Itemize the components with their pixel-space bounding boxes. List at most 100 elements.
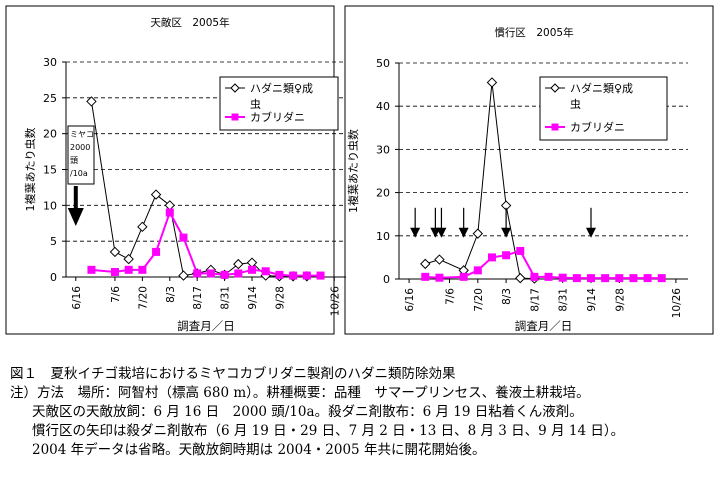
x-tick-label: 7/6 (110, 286, 122, 303)
y-axis-label: 1複葉あたり虫数 (346, 129, 360, 213)
data-point-square (248, 265, 257, 274)
data-point-diamond (420, 258, 431, 270)
y-tick-label: 0 (50, 271, 57, 284)
data-point-square (275, 270, 284, 279)
y-tick-label: 50 (376, 57, 390, 70)
data-point-diamond (233, 258, 244, 270)
annotation-text: 2000 (70, 143, 90, 152)
data-point-square (87, 265, 96, 274)
data-point-square (435, 273, 444, 282)
chart-title: 慣行区 2005年 (494, 26, 573, 39)
y-axis-label: 1複葉あたり虫数 (23, 128, 37, 212)
y-tick-label: 5 (50, 235, 57, 248)
x-tick-label: 8/17 (192, 286, 204, 310)
data-point-square (138, 265, 147, 274)
data-point-square (179, 233, 188, 242)
series-line-1 (90, 101, 307, 277)
data-point-diamond (109, 246, 121, 258)
figure-caption-title: 図１ 夏秋イチゴ栽培におけるミヤコカブリダニ製剤のハダニ類防除効果 (10, 366, 456, 382)
legend-marker-diamond (550, 83, 560, 93)
legend-marker-square (551, 123, 559, 131)
spray-arrow (501, 207, 512, 238)
x-tick-label: 8/3 (501, 288, 513, 305)
y-tick-label: 10 (43, 199, 57, 212)
data-point-square (516, 246, 525, 255)
legend-label: 虫 (250, 98, 261, 111)
figure-caption-release: 天敵区の天敵放飼：6 月 16 日 2000 頭/10a。殺ダニ剤散布：6 月 … (32, 404, 583, 420)
chart-title: 天敵区 2005年 (150, 16, 229, 29)
y-tick-label: 20 (376, 187, 390, 200)
y-tick-label: 0 (383, 273, 390, 286)
x-tick-label: 8/3 (165, 286, 177, 303)
x-tick-label: 9/14 (247, 286, 259, 310)
x-tick-label: 8/17 (529, 288, 541, 312)
data-point-square (586, 274, 595, 283)
data-point-square (124, 265, 133, 274)
x-tick-label: 6/16 (404, 288, 416, 312)
data-point-square (289, 271, 298, 280)
x-axis-label: 調査月／日 (515, 319, 573, 333)
x-tick-label: 9/14 (586, 288, 598, 312)
annotation-text: /10a (70, 169, 88, 178)
data-point-square (302, 271, 311, 280)
data-point-diamond (434, 254, 445, 265)
data-point-square (572, 274, 581, 283)
data-point-square (530, 272, 539, 281)
data-point-square (601, 274, 610, 283)
data-point-square (316, 271, 325, 280)
legend-label: カブリダニ (570, 120, 625, 134)
data-point-square (261, 267, 270, 276)
x-tick-label: 10/26 (329, 286, 341, 317)
legend-label: ハダニ類♀成 (570, 81, 633, 95)
data-point-square (544, 272, 553, 281)
data-point-square (558, 273, 567, 282)
x-tick-label: 9/28 (274, 286, 286, 310)
y-tick-label: 30 (376, 143, 390, 156)
data-point-diamond (164, 200, 175, 211)
data-point-square (220, 270, 229, 279)
legend-label: カブリダニ (250, 110, 305, 124)
release-annotation: ミヤコ 2000 頭/10a (67, 125, 95, 226)
data-point-diamond (178, 270, 189, 281)
figure: 天敵区 2005年 0 5 10 15 20 25 30 6/16 7/6 7/20 8/3 8/17 8… (5, 5, 714, 335)
x-tick-label: 9/28 (614, 288, 626, 312)
annotation-text: 頭 (70, 156, 78, 165)
data-point-square (193, 269, 202, 278)
x-tick-label: 7/20 (473, 288, 485, 312)
spray-arrow (585, 207, 596, 238)
legend-label: ハダニ類♀成 (250, 81, 313, 95)
y-tick-label: 10 (376, 230, 390, 243)
data-point-square (152, 247, 161, 256)
x-tick-label: 6/16 (71, 286, 83, 310)
x-axis-label: 調査月／日 (177, 319, 235, 333)
spray-arrow (410, 207, 421, 238)
legend-marker-square (231, 113, 239, 121)
x-tick-label: 7/6 (445, 288, 457, 305)
y-tick-label: 30 (43, 56, 57, 69)
data-point-square (473, 266, 482, 275)
chart-panel-2: 慣行区 2005年 0 10 20 30 40 50 6/16 7/6 7/20 8/3 8/17 8/… (344, 5, 714, 335)
x-tick-label: 7/20 (137, 286, 149, 310)
y-tick-label: 20 (43, 128, 57, 141)
spray-arrow (458, 207, 469, 238)
data-point-diamond (515, 272, 526, 284)
y-tick-label: 15 (43, 164, 57, 177)
data-point-square (206, 269, 215, 278)
data-point-diamond (123, 253, 134, 265)
data-point-diamond (472, 228, 484, 239)
data-point-square (165, 208, 174, 217)
spray-arrow-head (436, 227, 447, 238)
data-point-square (421, 272, 430, 281)
data-point-diamond (137, 221, 148, 233)
data-point-square (629, 274, 638, 283)
data-point-square (643, 274, 652, 283)
data-point-diamond (86, 96, 97, 107)
x-tick-label: 8/31 (220, 286, 232, 310)
figure-caption-method: 注）方法 場所：阿智村（標高 680 m）。耕種概要：品種 サマープリンセス、養… (10, 385, 590, 401)
spray-arrow (430, 207, 441, 238)
annotation-box (67, 125, 95, 185)
y-tick-label: 25 (43, 92, 57, 105)
series-line-1 (425, 82, 535, 280)
